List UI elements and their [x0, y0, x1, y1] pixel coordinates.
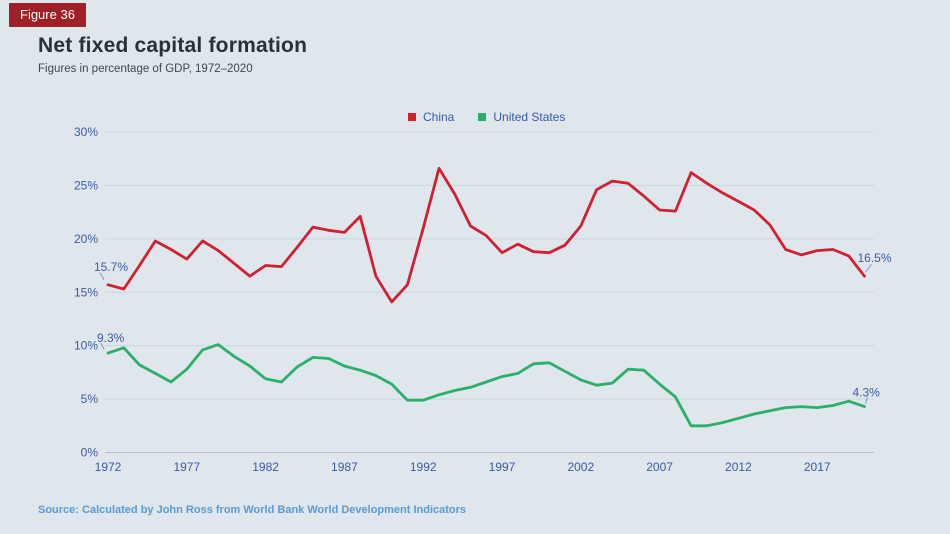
page-subtitle: Figures in percentage of GDP, 1972–2020: [38, 63, 253, 75]
annotation-label-15.7%: 15.7%: [94, 260, 128, 274]
annotation-leader-9.3%: [100, 342, 105, 350]
y-tick-label-0: 0%: [81, 446, 99, 460]
annotation-leader-15.7%: [99, 272, 105, 281]
x-tick-label-2012: 2012: [725, 460, 752, 474]
x-tick-label-1972: 1972: [95, 460, 122, 474]
annotation-label-4.3%: 4.3%: [852, 386, 880, 400]
annotation-label-16.5%: 16.5%: [857, 251, 891, 265]
legend-label-united-states: United States: [493, 110, 566, 124]
legend-item-united-states: United States: [478, 110, 565, 124]
x-tick-label-2007: 2007: [646, 460, 673, 474]
chart-legend: China United States: [408, 110, 565, 124]
legend-item-china: China: [408, 110, 454, 124]
x-tick-label-1977: 1977: [173, 460, 200, 474]
annotation-leader-4.3%: [865, 397, 868, 404]
legend-label-china: China: [423, 110, 455, 124]
united-states-swatch-icon: [478, 113, 487, 121]
y-tick-label-15: 15%: [74, 285, 98, 299]
y-tick-label-5: 5%: [81, 392, 99, 406]
annotation-leader-16.5%: [865, 263, 872, 273]
x-tick-label-2017: 2017: [804, 460, 831, 474]
source-note: Source: Calculated by John Ross from Wor…: [38, 504, 467, 516]
page-title: Net fixed capital formation: [38, 34, 308, 57]
x-tick-label-2002: 2002: [567, 460, 594, 474]
china-swatch-icon: [408, 113, 416, 121]
figure-badge: Figure 36: [9, 3, 86, 27]
x-tick-label-1982: 1982: [252, 460, 279, 474]
y-tick-label-30: 30%: [74, 125, 98, 139]
china-line-series: [106, 166, 866, 304]
y-tick-label-25: 25%: [74, 178, 98, 192]
y-tick-label-20: 20%: [74, 232, 98, 246]
united-states-line-series: [106, 343, 866, 428]
x-tick-label-1997: 1997: [489, 460, 516, 474]
x-tick-label-1992: 1992: [410, 460, 437, 474]
annotation-label-9.3%: 9.3%: [97, 331, 125, 345]
x-tick-label-1987: 1987: [331, 460, 358, 474]
y-tick-label-10: 10%: [74, 339, 98, 353]
